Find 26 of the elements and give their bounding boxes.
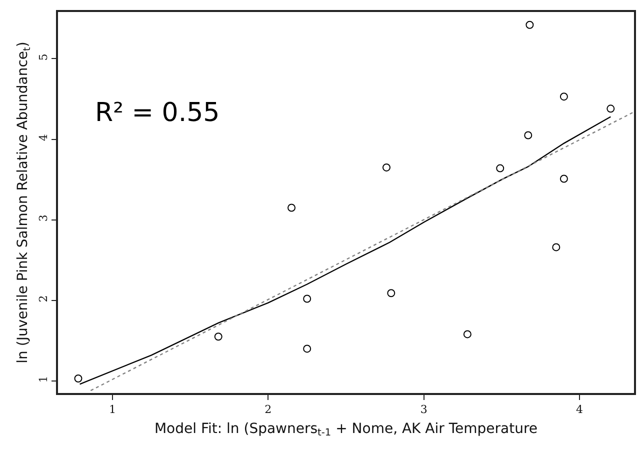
point bbox=[552, 243, 560, 252]
point bbox=[387, 289, 396, 298]
point bbox=[288, 204, 296, 212]
point bbox=[606, 104, 615, 113]
y-tick-label: 2 bbox=[36, 295, 50, 302]
y-tick-label: 4 bbox=[36, 134, 50, 142]
point bbox=[560, 174, 568, 183]
point bbox=[74, 374, 82, 382]
point bbox=[303, 294, 312, 303]
annotation: R² = 0.55 bbox=[95, 98, 220, 128]
point bbox=[214, 332, 222, 341]
x-tick-label: 4 bbox=[576, 402, 584, 416]
point bbox=[560, 92, 568, 101]
y-tick-label: 1 bbox=[36, 376, 50, 383]
y-tick-label: 5 bbox=[36, 54, 50, 61]
point bbox=[496, 164, 504, 172]
x-axis-title: Model Fit: ln (Spawners$_{t-1}$ + Nome, AK Air Temperature bbox=[154, 420, 538, 439]
point bbox=[303, 344, 312, 353]
point bbox=[382, 163, 390, 172]
y-tick-label: 3 bbox=[36, 214, 50, 222]
point bbox=[463, 330, 472, 338]
x-tick-label: 1 bbox=[108, 402, 116, 416]
x-tick-label: 3 bbox=[420, 402, 428, 416]
point bbox=[526, 20, 534, 29]
x-tick-label: 2 bbox=[264, 402, 272, 416]
point bbox=[524, 131, 532, 140]
